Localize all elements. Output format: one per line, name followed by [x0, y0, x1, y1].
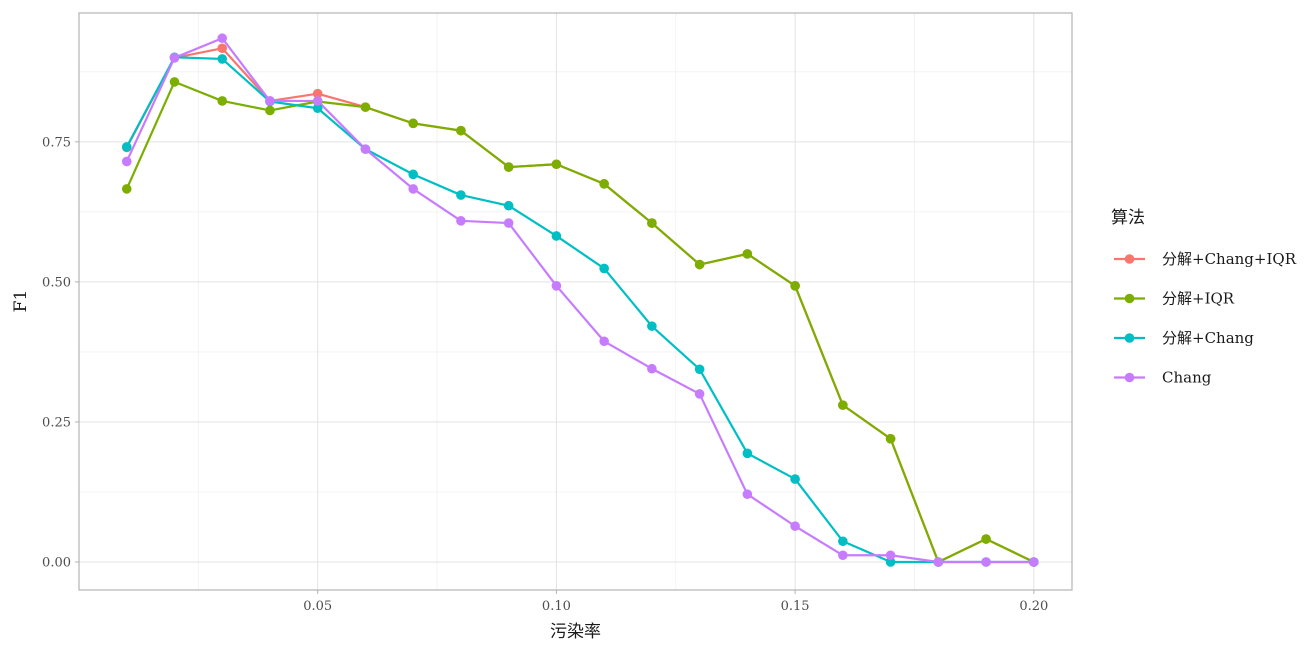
data-point	[551, 231, 562, 241]
data-point	[599, 263, 609, 274]
data-point	[456, 125, 466, 136]
data-point	[408, 184, 418, 194]
data-point	[503, 218, 514, 228]
data-point	[981, 557, 991, 567]
series-points	[121, 33, 1039, 567]
data-point	[265, 105, 275, 116]
legend-key-point	[1124, 293, 1135, 304]
y-tick-label: 0.50	[42, 275, 71, 290]
x-axis: 0.05 0.10 0.15 0.20	[303, 590, 1048, 614]
legend-label: Chang	[1162, 369, 1212, 387]
data-point	[312, 96, 323, 106]
data-point	[742, 489, 753, 500]
y-tick-label: 0.25	[42, 415, 71, 430]
data-point	[647, 321, 657, 331]
x-tick-label: 0.20	[1019, 599, 1048, 614]
minor-gridlines	[79, 13, 1072, 590]
legend-key-point	[1124, 372, 1135, 383]
data-point	[121, 156, 132, 167]
data-point	[647, 363, 657, 374]
legend-item: 分解+Chang	[1114, 329, 1254, 347]
data-point	[217, 96, 228, 106]
data-point	[312, 88, 323, 99]
series-line-3	[125, 37, 1034, 564]
y-tick-label: 0.75	[42, 135, 71, 150]
data-point	[121, 142, 132, 152]
data-point	[599, 179, 609, 189]
series-lines	[125, 37, 1035, 564]
data-point	[647, 218, 657, 228]
y-axis-title: F1	[11, 290, 31, 313]
legend: 算法 分解+Chang+IQR 分解+IQR 分解+Chang Chang	[1111, 208, 1297, 387]
data-point	[694, 389, 705, 399]
data-point	[981, 534, 991, 544]
data-point	[885, 433, 896, 444]
x-tick-label: 0.10	[542, 599, 571, 614]
legend-item: 分解+IQR	[1114, 290, 1235, 308]
data-point	[217, 33, 228, 44]
data-point	[121, 184, 132, 194]
data-point	[742, 448, 753, 459]
legend-key-point	[1124, 333, 1135, 343]
data-point	[169, 53, 180, 63]
data-point	[265, 96, 275, 106]
data-point	[408, 118, 418, 129]
data-point	[790, 521, 800, 531]
data-point	[742, 249, 753, 259]
data-point	[551, 281, 562, 291]
data-point	[838, 400, 848, 410]
data-point	[456, 216, 466, 226]
data-point	[838, 550, 848, 561]
data-point	[217, 43, 228, 54]
data-point	[217, 54, 228, 64]
data-point	[360, 144, 371, 154]
legend-key-point	[1124, 254, 1135, 264]
plot-panel	[79, 13, 1072, 590]
series-line-2	[125, 56, 1034, 564]
data-point	[551, 159, 562, 170]
data-point	[885, 557, 896, 567]
series-line-1	[125, 80, 1035, 564]
data-point	[408, 169, 418, 180]
x-axis-title: 污染率	[550, 622, 601, 642]
plot-border	[78, 12, 1073, 591]
legend-label: 分解+IQR	[1162, 290, 1235, 308]
legend-item: 分解+Chang+IQR	[1114, 250, 1297, 268]
legend-label: 分解+Chang+IQR	[1162, 250, 1297, 268]
legend-label: 分解+Chang	[1162, 329, 1254, 347]
x-tick-label: 0.05	[303, 599, 332, 614]
data-point	[1029, 557, 1039, 567]
y-axis: 0.00 0.25 0.50 0.75	[42, 135, 79, 570]
data-point	[503, 162, 514, 172]
data-point	[790, 281, 800, 291]
data-point	[933, 557, 944, 567]
data-point	[456, 190, 466, 200]
y-tick-label: 0.00	[42, 555, 71, 570]
data-point	[694, 364, 705, 375]
x-tick-label: 0.15	[781, 599, 810, 614]
data-point	[885, 550, 896, 561]
data-point	[312, 103, 323, 114]
data-point	[360, 102, 371, 112]
legend-title: 算法	[1111, 208, 1145, 228]
data-point	[169, 77, 180, 87]
legend-item: Chang	[1114, 369, 1212, 387]
legend-items: 分解+Chang+IQR 分解+IQR 分解+Chang Chang	[1114, 250, 1297, 387]
data-point	[838, 536, 848, 547]
data-point	[694, 259, 705, 270]
data-point	[599, 336, 609, 347]
data-point	[790, 474, 800, 484]
data-point	[503, 200, 514, 211]
